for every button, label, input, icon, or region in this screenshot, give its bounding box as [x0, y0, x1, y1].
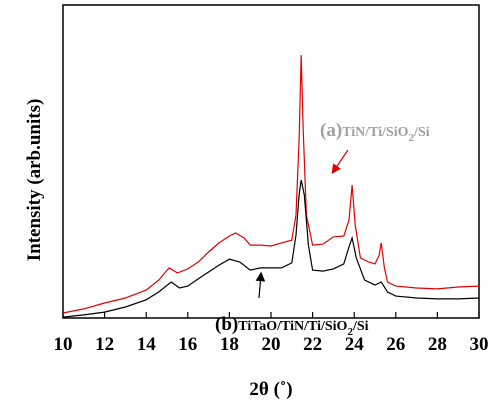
plot-frame [62, 4, 480, 319]
annotation-part: /Si [413, 125, 430, 140]
annotation-part: /Si [352, 319, 369, 334]
annotation: (b)TiTaO/TiN/Ti/SiO2/Si [215, 314, 369, 338]
x-tick-label: 28 [428, 334, 447, 355]
x-tick-label: 30 [470, 334, 489, 355]
y-axis-label: Intensity (arb.units) [24, 99, 45, 262]
annotation-part: TiTaO/TiN/Ti/SiO [238, 319, 347, 334]
x-tick-label: 26 [386, 334, 405, 355]
x-tick-label: 24 [345, 334, 365, 355]
annotation-part: (a) [320, 120, 342, 141]
x-tick-label: 20 [262, 334, 281, 355]
annotation: (a)TiN/Ti/SiO2/Si [320, 120, 430, 144]
arrow [331, 149, 349, 174]
annotation-part: (b) [215, 314, 238, 335]
x-tick-label: 10 [54, 334, 73, 355]
x-tick-label: 14 [137, 334, 157, 355]
data-line [62, 55, 480, 314]
annotation-part: 2 [409, 132, 415, 144]
x-tick-label: 22 [303, 334, 322, 355]
x-axis-label: 2θ (˚) [249, 379, 292, 400]
annotation-part: 2 [347, 326, 353, 338]
annotation-part: TiN/Ti/SiO [342, 125, 409, 140]
x-tick-label: 12 [95, 334, 114, 355]
data-line [62, 179, 480, 318]
arrow [255, 271, 266, 299]
x-tick-label: 16 [178, 334, 197, 355]
x-tick-label: 18 [220, 334, 239, 355]
